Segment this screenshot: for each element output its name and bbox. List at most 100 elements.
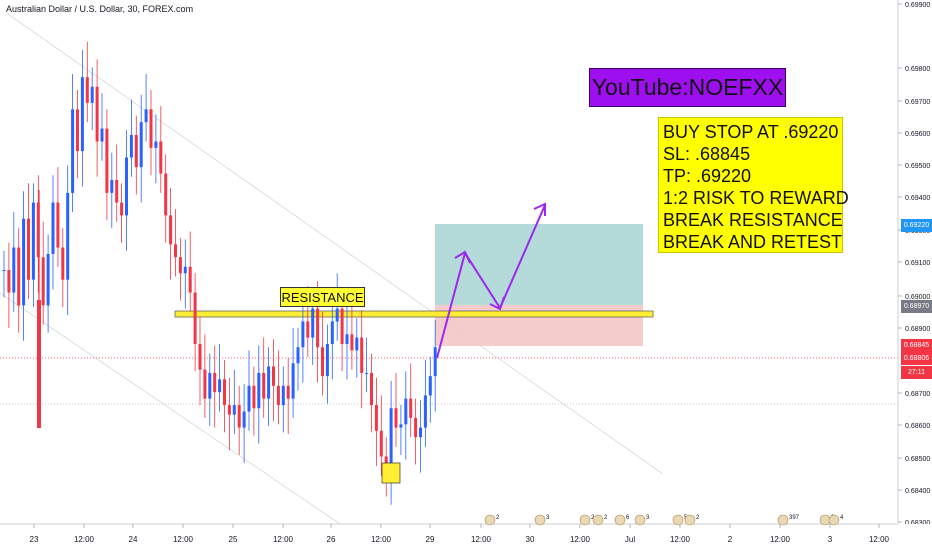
x-tick-label: 23	[30, 535, 39, 544]
x-tick-label: Jul	[625, 535, 635, 544]
y-tick-label: 0.69100	[905, 260, 930, 267]
event-icon	[484, 514, 496, 526]
event-icon	[534, 514, 546, 526]
candle-body	[321, 347, 324, 377]
x-tick-label: 12:00	[670, 535, 691, 544]
candle-body	[291, 363, 295, 399]
x-tick-label: 30	[526, 535, 535, 544]
time-axis-ticks: 23 12:00 24 12:00 25 12:00 26 12:00 29 12:00 30 12:…	[30, 524, 890, 544]
note-line: 1:2 RISK TO REWARD	[663, 188, 849, 208]
candle-body	[203, 369, 207, 399]
candle-body	[227, 405, 231, 415]
candle-body	[27, 218, 30, 280]
price-axis	[898, 0, 932, 524]
event-count: 397	[789, 515, 800, 521]
candles	[2, 41, 437, 505]
x-tick-label: 29	[426, 535, 435, 544]
candle-body	[423, 395, 427, 428]
candle-body	[105, 128, 109, 193]
candle-body	[115, 180, 119, 203]
event-count: 3	[546, 515, 550, 521]
candle-body	[159, 141, 163, 174]
time-axis	[0, 524, 932, 550]
x-tick-label: 26	[327, 535, 336, 544]
candle-body	[46, 253, 50, 306]
event-count: 2	[496, 515, 500, 521]
y-tick-label: 0.68600	[905, 423, 930, 430]
candle-body	[414, 417, 418, 438]
candle-body	[399, 424, 403, 428]
event-icon	[579, 514, 591, 526]
y-tick-label: 0.69500	[905, 163, 930, 170]
candle-body	[330, 321, 334, 344]
event-icon	[592, 514, 604, 526]
resistance-band	[174, 310, 654, 318]
candle-body	[389, 408, 393, 470]
y-tick-label: 0.69600	[905, 131, 930, 138]
candle-body	[66, 192, 70, 280]
y-tick-label: 0.69800	[905, 66, 930, 73]
candle-body	[22, 218, 26, 306]
x-tick-label: 12:00	[173, 535, 194, 544]
candle-body	[198, 343, 202, 370]
youtube-label-box: YouTube:NOEFXX	[589, 68, 786, 107]
event-count: 2	[591, 515, 595, 521]
candle-body	[365, 372, 369, 374]
candle-body	[379, 430, 383, 457]
economic-events: 2322635239724	[484, 514, 844, 526]
candle-body	[316, 308, 320, 348]
candle-body	[169, 215, 173, 245]
candle-body	[164, 173, 168, 216]
candle-body	[110, 180, 114, 193]
candle-body	[276, 385, 280, 406]
candle-body	[95, 86, 99, 142]
event-icon	[777, 514, 789, 526]
candle-body	[311, 308, 315, 338]
candle-body	[41, 257, 45, 306]
candle-body	[355, 337, 359, 351]
candle-body	[374, 405, 378, 431]
candle-body	[267, 366, 271, 399]
event-count: 3	[646, 515, 650, 521]
event-icon	[614, 514, 626, 526]
low-marker-box	[381, 462, 401, 484]
arrowhead-2	[489, 296, 505, 311]
y-tick-label: 0.68500	[905, 456, 930, 463]
candle-body	[419, 427, 422, 438]
candle-body	[154, 141, 158, 148]
candle-body	[174, 244, 177, 258]
y-tick-label: 0.69400	[905, 195, 930, 202]
candle-body	[345, 334, 349, 344]
x-tick-label: 12:00	[74, 535, 95, 544]
candle-body	[360, 337, 364, 373]
candle-body	[242, 411, 246, 428]
candle-body	[272, 366, 275, 386]
note-line: BREAK AND RETEST	[663, 232, 843, 252]
candle-body	[51, 202, 55, 254]
countdown-tag: 27:11	[901, 366, 932, 379]
candle-body	[247, 385, 251, 412]
x-tick-label: 12:00	[273, 535, 294, 544]
resistance-label-box: RESISTANCE	[280, 287, 365, 307]
candle-body	[7, 270, 11, 293]
candle-body	[125, 157, 128, 216]
event-icon	[828, 514, 840, 526]
x-tick-label: 24	[129, 535, 138, 544]
candle-body	[213, 372, 217, 393]
candle-body	[296, 347, 300, 364]
candle-body	[134, 135, 138, 168]
symbol-title[interactable]: Australian Dollar / U.S. Dollar, 30, FOR…	[6, 4, 194, 14]
note-line: TP: .69220	[663, 166, 752, 186]
y-tick-label: 0.69000	[905, 294, 930, 301]
resistance-label: RESISTANCE	[281, 289, 364, 305]
candle-body	[144, 109, 148, 123]
candle-body	[56, 202, 60, 248]
arrowhead-1	[454, 250, 471, 264]
y-tick-label: 0.69900	[905, 2, 930, 9]
candle-body	[71, 109, 75, 193]
y-tick-label: 0.68300	[905, 520, 930, 527]
candle-body	[306, 321, 310, 338]
candle-body	[178, 257, 182, 274]
projection-path	[436, 204, 546, 359]
event-count: 4	[840, 515, 844, 521]
